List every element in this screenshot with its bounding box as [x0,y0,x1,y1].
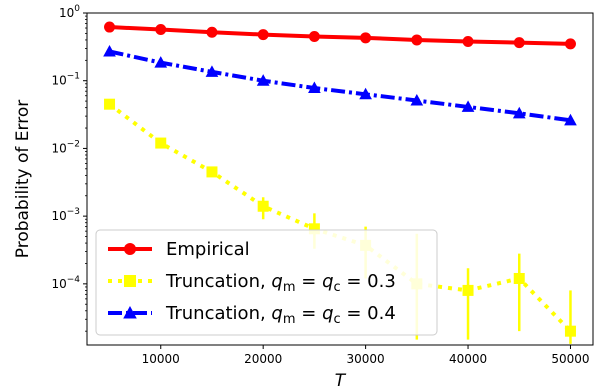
data-point [564,113,577,126]
data-point [360,32,372,44]
plot-frame [86,12,594,346]
y-tick-label: 10−3 [51,207,80,223]
legend-marker [124,275,136,287]
data-point [512,106,526,119]
data-point [513,37,525,49]
data-point [257,200,269,212]
data-point [564,325,576,337]
legend-label: Truncation, qm = qc = 0.3 [165,271,396,295]
data-point [308,30,320,42]
x-tick-label: 50000 [551,352,589,366]
data-point [359,87,372,100]
legend-marker [124,243,136,255]
x-tick-label: 40000 [449,352,487,366]
data-point [257,29,269,41]
y-tick-label: 10−2 [51,139,80,155]
data-point [513,272,525,284]
data-point [462,35,474,47]
y-tick-label: 10−1 [51,72,80,88]
data-point [155,24,167,36]
x-axis-label: T [335,371,347,390]
legend-box [95,229,438,336]
x-axis-ticks: 10000 20000 30000 40000 50000 [142,345,590,366]
legend: Empirical Truncation, qm = qc = 0.3 Trunca… [95,229,438,336]
series-3 [103,44,577,126]
legend-label: Empirical [166,239,250,260]
legend-marker [123,306,137,319]
y-tick-label: 100 [59,4,80,20]
data-point [205,65,219,77]
series-1 [104,21,576,50]
y-axis-label: Probability of Error [13,100,33,259]
series-line [108,102,572,333]
x-tick-label: 30000 [347,352,385,366]
y-tick-label: 10−4 [51,275,80,291]
data-point [564,38,576,50]
data-point [206,26,218,38]
x-tick-label: 10000 [142,352,180,366]
data-point [104,98,116,110]
x-tick-label: 20000 [244,352,282,366]
data-point [462,284,474,296]
data-point [411,34,423,46]
y-axis-ticks: 10−4 10−3 10−2 10−1 100 [51,4,87,332]
data-point [308,81,321,94]
data-point [104,21,116,33]
legend-label: Truncation, qm = qc = 0.4 [165,303,396,327]
data-point [103,44,116,57]
series-line [109,49,571,123]
data-point [461,100,475,112]
data-point [155,137,167,149]
data-point [410,93,424,106]
data-point [154,56,168,68]
data-point [206,166,218,178]
data-point [256,74,270,86]
series-line [109,25,571,46]
